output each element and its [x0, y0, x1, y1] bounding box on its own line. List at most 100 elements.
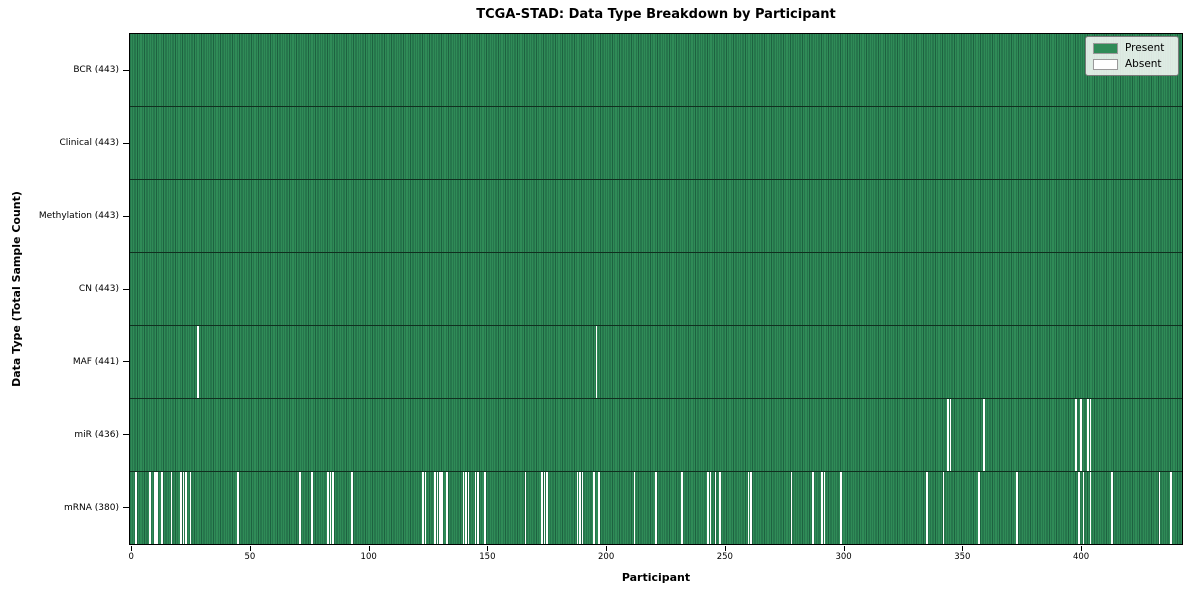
legend-label-present: Present: [1125, 42, 1165, 54]
absent-stripe: [982, 399, 985, 471]
x-tick-mark: [962, 546, 964, 551]
x-tick-mark: [843, 546, 845, 551]
y-tick-label: BCR (443): [73, 65, 119, 76]
absent-stripe: [709, 472, 712, 544]
absent-stripe: [598, 472, 600, 544]
x-axis-title: Participant: [621, 571, 691, 584]
absent-stripe: [135, 472, 137, 544]
y-tick-mark: [123, 288, 129, 290]
y-tick-label: mRNA (380): [64, 502, 119, 513]
absent-stripe: [925, 472, 928, 544]
x-tick-label: 300: [835, 552, 852, 562]
heatmap-row-clinical: [130, 107, 1182, 180]
heatmap-row-mrna: [130, 472, 1182, 544]
legend-entry-absent: Absent: [1093, 58, 1171, 70]
legend-entry-present: Present: [1093, 42, 1171, 54]
absent-stripe: [719, 472, 721, 544]
absent-stripe: [189, 472, 192, 544]
absent-stripe: [436, 472, 439, 544]
y-tick-label: Clinical (443): [59, 138, 119, 149]
heatmap-row-maf: [130, 326, 1182, 399]
x-tick-mark: [249, 546, 251, 551]
absent-stripe: [1158, 472, 1161, 544]
y-tick-mark: [123, 434, 129, 436]
absent-stripe: [170, 472, 173, 544]
absent-stripe: [978, 472, 980, 544]
y-tick-mark: [123, 142, 129, 144]
legend-label-absent: Absent: [1125, 58, 1162, 70]
y-tick-mark: [123, 69, 129, 71]
absent-stripe: [182, 472, 185, 544]
absent-stripe: [154, 472, 156, 544]
absent-stripe: [1089, 472, 1092, 544]
x-tick-label: 150: [479, 552, 496, 562]
absent-stripe: [840, 472, 843, 544]
absent-stripe: [1111, 472, 1113, 544]
absent-stripe: [1077, 472, 1080, 544]
plot-area: [129, 33, 1183, 545]
absent-stripe: [811, 472, 814, 544]
y-tick-label: MAF (441): [72, 356, 119, 367]
x-tick-label: 0: [128, 552, 134, 562]
legend: Present Absent: [1085, 36, 1179, 76]
absent-stripe: [633, 472, 636, 544]
absent-stripe: [298, 472, 301, 544]
absent-stripe: [439, 472, 441, 544]
absent-stripe: [474, 472, 477, 544]
y-tick-mark: [123, 215, 129, 217]
y-tick-label: miR (436): [74, 429, 119, 440]
absent-stripe: [947, 399, 949, 471]
absent-stripe: [821, 472, 824, 544]
absent-stripe: [161, 472, 163, 544]
x-tick-label: 50: [244, 552, 256, 562]
absent-stripe: [543, 472, 546, 544]
absent-stripe: [714, 472, 717, 544]
absent-stripe: [156, 472, 159, 544]
absent-stripe: [576, 472, 579, 544]
absent-stripe: [329, 472, 332, 544]
absent-stripe: [581, 472, 584, 544]
absent-stripe: [332, 472, 334, 544]
absent-stripe: [681, 472, 683, 544]
absent-stripe: [422, 472, 425, 544]
y-tick-mark: [123, 361, 129, 363]
absent-stripe: [593, 472, 596, 544]
absent-stripe: [465, 472, 467, 544]
absent-stripe: [1082, 472, 1085, 544]
absent-stripe: [1075, 399, 1078, 471]
absent-stripe: [747, 472, 750, 544]
absent-stripe: [424, 472, 427, 544]
absent-stripe: [524, 472, 527, 544]
absent-swatch-icon: [1093, 58, 1118, 70]
y-axis-title: Data Type (Total Sample Count): [10, 191, 23, 387]
absent-stripe: [327, 472, 330, 544]
x-tick-label: 100: [360, 552, 377, 562]
absent-stripe: [434, 472, 436, 544]
absent-stripe: [707, 472, 710, 544]
heatmap-row-mir: [130, 399, 1182, 472]
x-tick-mark: [368, 546, 370, 551]
x-tick-mark: [1081, 546, 1083, 551]
absent-stripe: [545, 472, 548, 544]
y-tick-label: Methylation (443): [38, 211, 119, 222]
y-tick-label: CN (443): [78, 284, 119, 294]
present-swatch-icon: [1093, 42, 1118, 54]
heatmap-row-bcr: [130, 34, 1182, 107]
absent-stripe: [579, 472, 581, 544]
absent-stripe: [237, 472, 239, 544]
x-tick-mark: [131, 546, 133, 551]
heatmap-row-methylation: [130, 180, 1182, 253]
absent-stripe: [180, 472, 182, 544]
absent-stripe: [790, 472, 793, 544]
absent-stripe: [467, 472, 470, 544]
absent-stripe: [1080, 399, 1082, 471]
chart-title: TCGA-STAD: Data Type Breakdown by Partic…: [476, 7, 836, 22]
absent-stripe: [1170, 472, 1173, 544]
absent-stripe: [1089, 399, 1092, 471]
x-tick-label: 350: [954, 552, 971, 562]
x-tick-mark: [606, 546, 608, 551]
heatmap-row-cn: [130, 253, 1182, 326]
x-tick-label: 400: [1072, 552, 1090, 562]
absent-stripe: [595, 326, 598, 398]
absent-stripe: [823, 472, 826, 544]
